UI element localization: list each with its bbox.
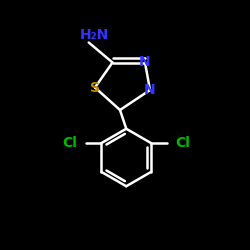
Text: Cl: Cl	[63, 136, 78, 150]
Text: N: N	[139, 56, 151, 70]
Text: Cl: Cl	[175, 136, 190, 150]
Text: N: N	[144, 83, 156, 97]
Text: S: S	[90, 80, 100, 94]
Text: H₂N: H₂N	[80, 28, 109, 42]
